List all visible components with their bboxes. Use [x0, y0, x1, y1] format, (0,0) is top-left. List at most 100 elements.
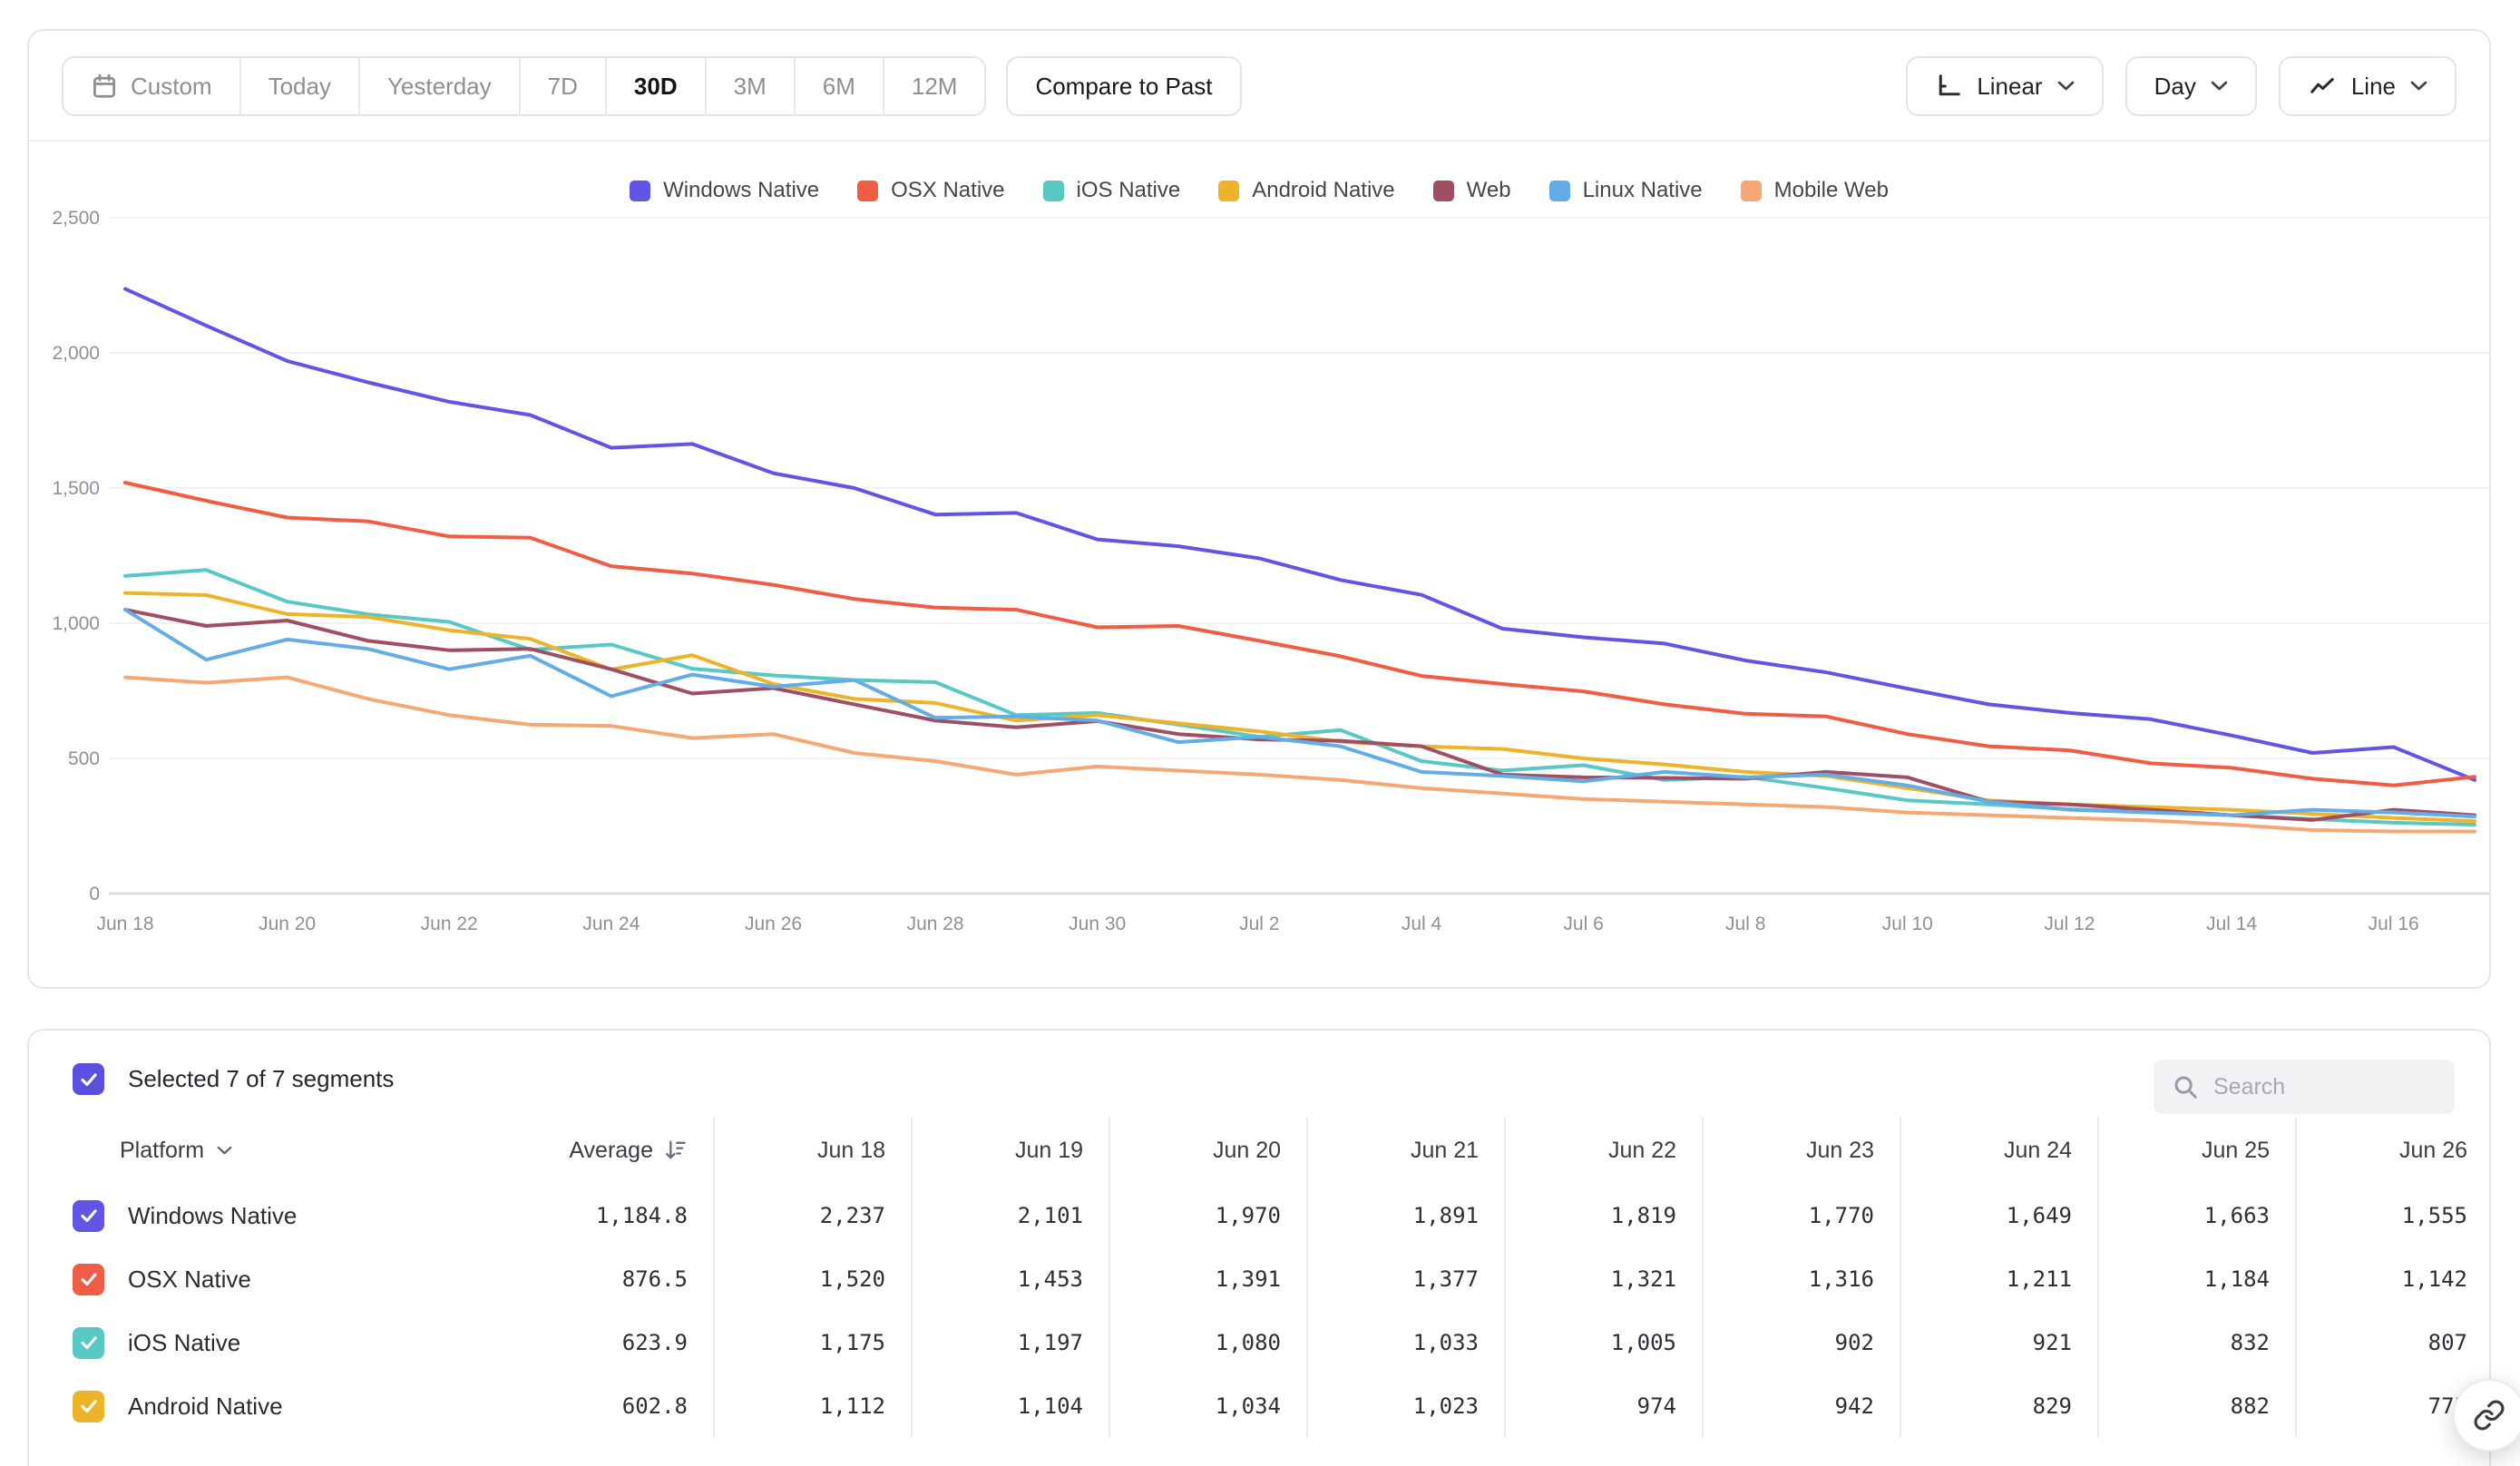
average-header-label: Average [569, 1137, 653, 1163]
legend-swatch [1548, 180, 1570, 201]
value-cell-jun-23: 902 [1704, 1311, 1901, 1374]
legend-swatch [630, 180, 651, 201]
range-12m[interactable]: 12M [884, 58, 985, 114]
table-row-osx-native: OSX Native 876.5 1,520 1,453 1,391 1,377 1,321… [29, 1247, 2489, 1311]
scale-label: Linear [1977, 72, 2043, 100]
y-tick: 1,500 [52, 478, 100, 499]
col-header-jun-20[interactable]: Jun 20 [1110, 1117, 1308, 1184]
legend-web[interactable]: Web [1432, 178, 1511, 203]
row-checkbox[interactable] [73, 1199, 104, 1232]
row-checkbox[interactable] [73, 1263, 104, 1295]
col-header-jun-22[interactable]: Jun 22 [1506, 1117, 1704, 1184]
value-cell-jun-18: 1,175 [715, 1311, 913, 1374]
range-6m[interactable]: 6M [795, 58, 884, 114]
range-label: 7D [547, 72, 578, 100]
x-tick: Jun 26 [745, 914, 802, 934]
x-tick: Jul 10 [1882, 914, 1933, 934]
link-icon [2473, 1399, 2505, 1432]
value-cell-jun-20: 1,391 [1110, 1247, 1308, 1311]
legend-android-native[interactable]: Android Native [1218, 178, 1395, 203]
selected-segments-summary: Selected 7 of 7 segments [128, 1065, 395, 1092]
average-cell: 602.8 [501, 1374, 715, 1438]
legend-label: iOS Native [1076, 178, 1181, 202]
interval-label: Day [2154, 72, 2196, 100]
share-link-button[interactable] [2453, 1379, 2520, 1451]
col-header-average[interactable]: Average [501, 1117, 715, 1184]
value-cell-jun-23: 1,316 [1704, 1247, 1901, 1311]
x-tick: Jun 18 [96, 914, 153, 934]
x-tick: Jul 8 [1725, 914, 1765, 934]
legend-ios-native[interactable]: iOS Native [1042, 178, 1181, 203]
series-windows-native[interactable] [123, 287, 2476, 782]
x-tick: Jun 30 [1069, 914, 1126, 934]
col-header-jun-26[interactable]: Jun 26 [2297, 1117, 2489, 1184]
series-osx-native[interactable] [123, 481, 2476, 787]
row-checkbox[interactable] [73, 1326, 104, 1359]
x-tick: Jul 16 [2369, 914, 2419, 934]
date-header-label: Jun 26 [2398, 1137, 2467, 1163]
col-header-jun-18[interactable]: Jun 18 [715, 1117, 913, 1184]
platform-label: Android Native [128, 1392, 283, 1420]
row-checkbox[interactable] [73, 1390, 104, 1422]
select-all-checkbox[interactable] [73, 1063, 104, 1095]
legend-linux-native[interactable]: Linux Native [1548, 178, 1703, 203]
search-input[interactable] [2213, 1073, 2422, 1100]
y-tick: 2,000 [52, 343, 100, 364]
value-cell-jun-23: 942 [1704, 1374, 1901, 1438]
x-tick: Jul 4 [1402, 914, 1442, 934]
series-ios-native[interactable] [123, 568, 2476, 826]
legend-mobile-web[interactable]: Mobile Web [1740, 178, 1889, 203]
series-linux-native[interactable] [123, 608, 2476, 819]
range-7d[interactable]: 7D [520, 58, 607, 114]
range-custom[interactable]: Custom [63, 58, 241, 114]
table-row-android-native: Android Native 602.8 1,112 1,104 1,034 1,023 9… [29, 1374, 2489, 1438]
col-header-jun-25[interactable]: Jun 25 [2099, 1117, 2297, 1184]
range-yesterday[interactable]: Yesterday [359, 58, 521, 114]
value-cell-jun-19: 1,197 [913, 1311, 1110, 1374]
value-cell-jun-24: 829 [1901, 1374, 2099, 1438]
compare-to-past-button[interactable]: Compare to Past [1006, 56, 1242, 116]
value-cell-jun-19: 2,101 [913, 1184, 1110, 1247]
series-web[interactable] [123, 608, 2476, 822]
segment-search [2154, 1060, 2455, 1114]
series-mobile-web[interactable] [123, 675, 2476, 834]
table-header-row: Platform Average Jun 18 Jun 19 Jun 20 Jun 21 J… [29, 1117, 2489, 1184]
line-chart[interactable]: 0 500 1,000 1,500 2,000 2,500 Jun 18 Jun 20 Jun … [29, 210, 2489, 951]
value-cell-jun-26: 1,555 [2297, 1184, 2489, 1247]
average-cell: 876.5 [501, 1247, 715, 1311]
average-cell: 623.9 [501, 1311, 715, 1374]
range-label: Yesterday [386, 72, 492, 100]
col-header-jun-21[interactable]: Jun 21 [1308, 1117, 1506, 1184]
date-header-label: Jun 22 [1607, 1137, 1676, 1163]
col-header-platform[interactable]: Platform [29, 1117, 501, 1184]
legend-osx-native[interactable]: OSX Native [857, 178, 1005, 203]
range-30d[interactable]: 30D [606, 58, 707, 114]
range-label: 12M [911, 72, 958, 100]
interval-dropdown[interactable]: Day [2124, 56, 2257, 116]
chart-type-dropdown[interactable]: Line [2278, 56, 2457, 116]
scale-dropdown[interactable]: Linear [1906, 56, 2104, 116]
value-cell-jun-18: 1,520 [715, 1247, 913, 1311]
value-cell-jun-24: 1,211 [1901, 1247, 2099, 1311]
platform-cell: Windows Native [29, 1184, 501, 1247]
series-android-native[interactable] [123, 591, 2476, 824]
chart-toolbar: Custom Today Yesterday 7D 30D 3M 6M 12M Compare… [29, 31, 2489, 142]
value-cell-jun-20: 1,970 [1110, 1184, 1308, 1247]
compare-label: Compare to Past [1035, 72, 1213, 100]
chart-options: Linear Day Line [1906, 56, 2457, 116]
chart-type-label: Line [2350, 72, 2396, 100]
y-tick: 2,500 [52, 210, 100, 229]
legend-swatch [1218, 180, 1240, 201]
col-header-jun-23[interactable]: Jun 23 [1704, 1117, 1901, 1184]
value-cell-jun-24: 921 [1901, 1311, 2099, 1374]
x-tick: Jul 2 [1239, 914, 1279, 934]
range-today[interactable]: Today [240, 58, 360, 114]
col-header-jun-24[interactable]: Jun 24 [1901, 1117, 2099, 1184]
segments-table: Platform Average Jun 18 Jun 19 Jun 20 Jun 21 J… [29, 1117, 2489, 1438]
chart-card: Custom Today Yesterday 7D 30D 3M 6M 12M Compare… [27, 29, 2491, 989]
legend-swatch [857, 180, 879, 201]
legend-windows-native[interactable]: Windows Native [630, 178, 819, 203]
range-3m[interactable]: 3M [706, 58, 796, 114]
col-header-jun-19[interactable]: Jun 19 [913, 1117, 1110, 1184]
date-header-label: Jun 25 [2201, 1137, 2270, 1163]
